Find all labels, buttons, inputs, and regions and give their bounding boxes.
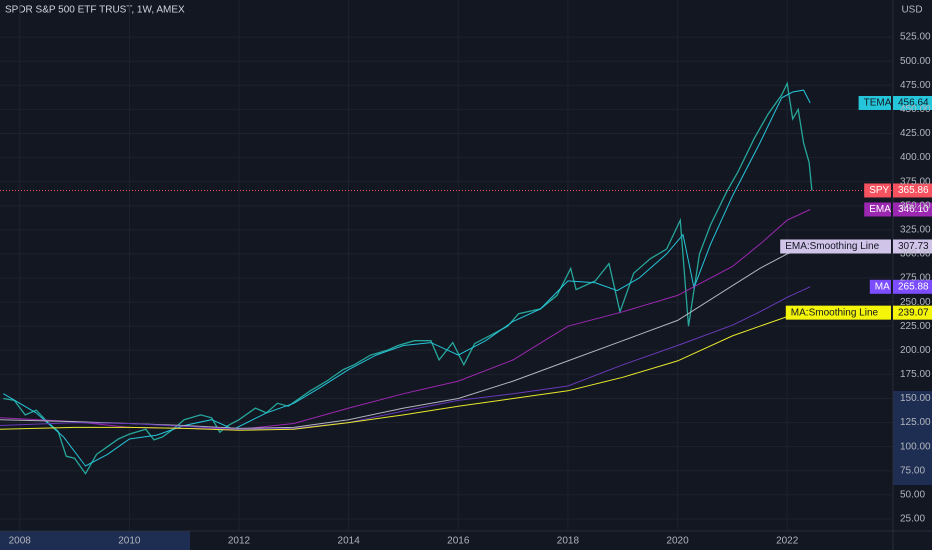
chart-title: SPDR S&P 500 ETF TRUST, 1W, AMEX xyxy=(5,5,185,16)
x-tick-label: 2008 xyxy=(9,536,32,547)
axis-selection xyxy=(893,391,932,485)
y-tick-label: 175.00 xyxy=(900,369,931,380)
y-tick-label: 150.00 xyxy=(900,393,931,404)
y-tick-label: 425.00 xyxy=(900,128,931,139)
y-tick-label: 300.00 xyxy=(900,249,931,260)
series-name-box xyxy=(869,279,891,294)
y-tick-label: 375.00 xyxy=(900,176,931,187)
series-line xyxy=(0,286,811,430)
series-line xyxy=(0,312,811,431)
y-tick-label: 125.00 xyxy=(900,417,931,428)
plot xyxy=(0,81,893,475)
y-tick-label: 225.00 xyxy=(900,321,931,332)
price-label: 365.86 xyxy=(898,185,929,196)
series-line xyxy=(3,89,811,467)
price-label: 307.73 xyxy=(898,241,929,252)
x-tick-label: 2016 xyxy=(447,536,470,547)
price-label: 346.10 xyxy=(898,204,929,215)
currency: USD xyxy=(901,5,922,16)
y-tick-label: 475.00 xyxy=(900,80,931,91)
series-line xyxy=(0,246,811,429)
series-name-box xyxy=(864,183,891,198)
series-name: EMA xyxy=(869,204,891,215)
series-name-box xyxy=(780,239,891,254)
y-tick-label: 50.00 xyxy=(900,490,925,501)
axis-selection xyxy=(0,531,190,550)
price-label: 456.64 xyxy=(898,98,929,109)
price-label: 239.07 xyxy=(898,307,929,318)
y-tick-label: 200.00 xyxy=(900,345,931,356)
y-tick-label: 525.00 xyxy=(900,32,931,43)
y-tick-label: 275.00 xyxy=(900,273,931,284)
y-tick-label: 350.00 xyxy=(900,200,931,211)
x-tick-label: 2018 xyxy=(557,536,580,547)
y-tick-label: 25.00 xyxy=(900,514,925,525)
series-name-box xyxy=(864,202,891,217)
y-tick-label: 500.00 xyxy=(900,56,931,67)
y-tick-label: 400.00 xyxy=(900,152,931,163)
x-tick-label: 2014 xyxy=(338,536,361,547)
series-name: SPY xyxy=(869,185,889,196)
x-tick-label: 2010 xyxy=(118,536,141,547)
x-tick-label: 2012 xyxy=(228,536,251,547)
y-tick-label: 100.00 xyxy=(900,441,931,452)
price-label: 265.88 xyxy=(898,281,929,292)
y-tick-label: 75.00 xyxy=(900,465,925,476)
y-tick-label: 325.00 xyxy=(900,224,931,235)
price-label-box xyxy=(893,95,932,110)
price-label-box xyxy=(893,279,932,294)
series-name-box xyxy=(785,305,891,320)
y-tick-label: 450.00 xyxy=(900,104,931,115)
series-name: MA xyxy=(875,281,890,292)
x-tick-label: 2020 xyxy=(666,536,689,547)
price-labels: SPY 365.86 TEMA 456.64 EMA 346.10 EMA:Smoothin… xyxy=(780,95,932,320)
series-line xyxy=(3,81,813,475)
price-label-box xyxy=(893,183,932,198)
price-label-box xyxy=(893,305,932,320)
x-tick-label: 2022 xyxy=(776,536,799,547)
series-name-box xyxy=(858,95,891,110)
price-label-box xyxy=(893,202,932,217)
y-tick-label: 250.00 xyxy=(900,297,931,308)
series-name: EMA:Smoothing Line xyxy=(785,241,879,252)
series-name: TEMA xyxy=(864,98,892,109)
series-name: MA:Smoothing Line xyxy=(791,307,879,318)
price-label-box xyxy=(893,239,932,254)
